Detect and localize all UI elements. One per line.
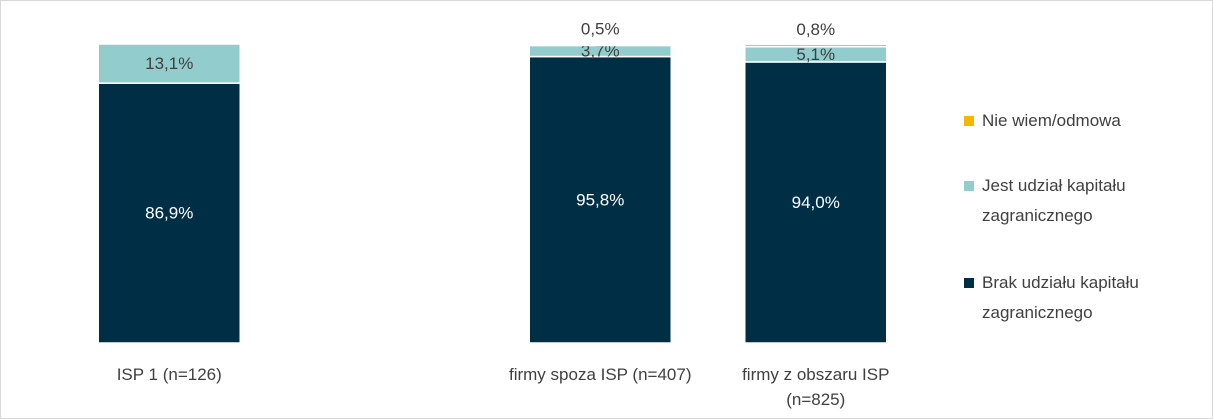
value-label: 86,9% xyxy=(145,204,193,223)
legend-label: Nie wiem/odmowa xyxy=(982,111,1121,130)
x-tick-label: firmy spoza ISP (n=407) xyxy=(508,365,692,384)
value-label: 0,5% xyxy=(581,19,620,38)
value-label: 5,1% xyxy=(796,45,835,64)
legend-item: Brak udziału kapitału zagranicznego xyxy=(964,268,1194,328)
legend-swatch xyxy=(964,278,974,288)
legend-swatch xyxy=(964,116,974,126)
bar-segment xyxy=(744,61,888,344)
legend-swatch xyxy=(964,181,974,191)
value-label: 95,8% xyxy=(576,190,624,209)
value-label: 0,8% xyxy=(796,20,835,39)
x-tick-label: firmy z obszaru ISP (n=825) xyxy=(742,365,890,409)
legend-label: Jest udział kapitału zagranicznego xyxy=(982,176,1126,225)
bar-segment xyxy=(744,43,888,48)
x-tick-label: ISP 1 (n=126) xyxy=(116,365,222,384)
value-label: 94,0% xyxy=(792,193,840,212)
bar-segment xyxy=(528,43,672,47)
legend-item: Nie wiem/odmowa xyxy=(964,106,1194,136)
value-label: 13,1% xyxy=(145,54,193,73)
legend-item: Jest udział kapitału zagranicznego xyxy=(964,171,1194,231)
bar-segment xyxy=(528,55,672,344)
value-label: 3,7% xyxy=(581,42,620,61)
bar-segment xyxy=(97,43,241,84)
legend-label: Brak udziału kapitału zagranicznego xyxy=(982,273,1139,322)
